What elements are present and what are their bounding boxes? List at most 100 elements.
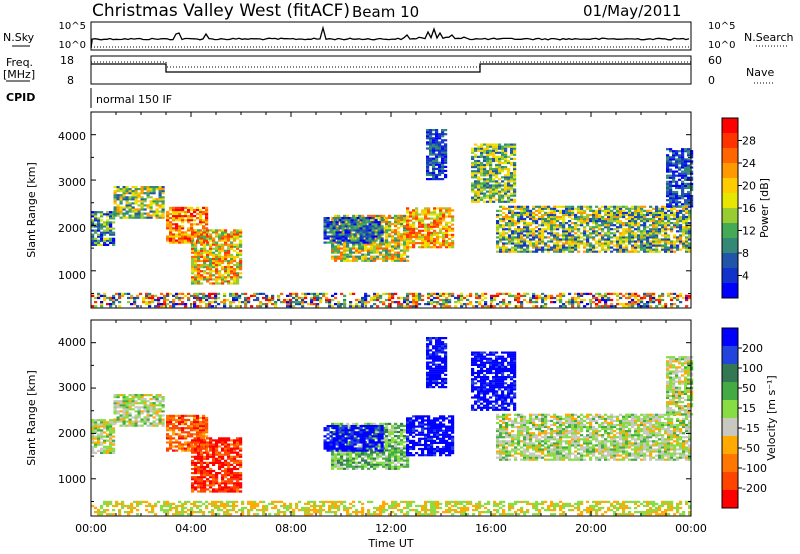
power-cell	[595, 215, 599, 219]
power-cell	[310, 301, 314, 304]
power-cell	[365, 233, 369, 236]
power-cell	[385, 305, 389, 308]
power-cell	[394, 301, 398, 304]
power-cell	[432, 133, 436, 136]
power-cell	[181, 219, 185, 222]
power-cell	[337, 249, 341, 252]
power-cell	[197, 255, 201, 258]
power-cell	[178, 292, 182, 295]
power-cell	[550, 211, 554, 214]
power-cell	[640, 240, 644, 243]
power-cell	[496, 209, 500, 212]
power-cell	[477, 178, 481, 181]
power-cell	[433, 219, 437, 222]
power-cell	[610, 215, 614, 219]
power-cell	[370, 243, 374, 246]
power-cell	[544, 205, 548, 208]
power-cell	[514, 298, 518, 302]
power-cell	[652, 244, 656, 247]
velocity-cell	[191, 490, 195, 493]
power-cell	[388, 298, 392, 302]
power-cell	[577, 246, 581, 249]
power-cell	[631, 217, 635, 221]
power-cell	[161, 186, 165, 189]
power-cell	[501, 155, 505, 158]
power-cell	[547, 248, 551, 251]
power-cell	[373, 241, 377, 244]
power-cell	[200, 276, 204, 279]
power-cell	[675, 160, 679, 163]
power-cell	[209, 237, 213, 240]
power-cell	[580, 209, 584, 212]
velocity-cell	[197, 457, 201, 460]
power-cell	[675, 186, 679, 190]
power-cell	[196, 305, 200, 308]
power-cell	[673, 240, 677, 243]
power-cell	[625, 211, 629, 214]
velocity-cell	[103, 449, 107, 452]
velocity-cell	[193, 433, 197, 436]
power-cell	[212, 247, 216, 250]
power-cell	[640, 298, 644, 302]
power-cell	[286, 294, 290, 297]
power-cell	[504, 157, 508, 160]
power-cell	[637, 244, 641, 247]
power-cell	[501, 153, 505, 156]
power-cell	[406, 244, 410, 247]
power-cell	[520, 246, 524, 249]
velocity-cell	[193, 420, 197, 424]
power-cell	[652, 213, 656, 217]
power-cell	[400, 243, 404, 246]
power-cell	[236, 245, 240, 248]
power-cell	[409, 229, 413, 232]
power-cell	[664, 236, 668, 239]
power-cell	[673, 244, 677, 247]
power-cell	[477, 161, 481, 165]
power-cell	[403, 216, 407, 219]
power-cell	[477, 188, 481, 191]
power-cell	[666, 162, 670, 165]
power-cell	[181, 237, 185, 240]
power-cell	[565, 301, 569, 304]
power-cell	[589, 298, 593, 302]
power-cell	[134, 186, 138, 189]
power-cell	[652, 234, 656, 237]
power-cell	[492, 147, 496, 150]
power-cell	[152, 212, 156, 215]
power-cell	[442, 227, 446, 230]
power-cell	[448, 215, 452, 218]
power-cell	[178, 219, 182, 222]
power-cell	[616, 250, 620, 253]
velocity-cell	[122, 424, 126, 427]
power-cell	[517, 250, 521, 253]
power-cell	[426, 171, 430, 175]
power-cell	[337, 257, 341, 260]
power-cell	[203, 261, 207, 265]
power-cell	[631, 240, 635, 243]
power-cell	[224, 243, 228, 246]
power-cell	[432, 137, 436, 140]
power-cell	[113, 206, 117, 209]
power-cell	[532, 211, 536, 214]
power-cell	[669, 199, 673, 202]
power-cell	[187, 235, 191, 238]
power-cell	[471, 190, 475, 193]
power-cell	[406, 249, 410, 252]
power-cell	[667, 222, 671, 225]
power-cell	[103, 229, 107, 232]
power-cell	[625, 224, 629, 227]
power-cell	[118, 296, 122, 300]
power-cell	[577, 305, 581, 308]
velocity-cell	[194, 443, 198, 446]
power-cell	[116, 210, 120, 213]
power-cell	[409, 242, 413, 245]
velocity-cell	[122, 404, 126, 407]
power-cell	[669, 205, 673, 208]
power-cell	[678, 197, 682, 200]
power-cell	[353, 233, 357, 236]
power-cell	[343, 247, 347, 250]
power-cell	[433, 242, 437, 245]
power-cell	[194, 259, 198, 263]
power-cell	[212, 243, 216, 246]
power-cell	[523, 205, 527, 208]
